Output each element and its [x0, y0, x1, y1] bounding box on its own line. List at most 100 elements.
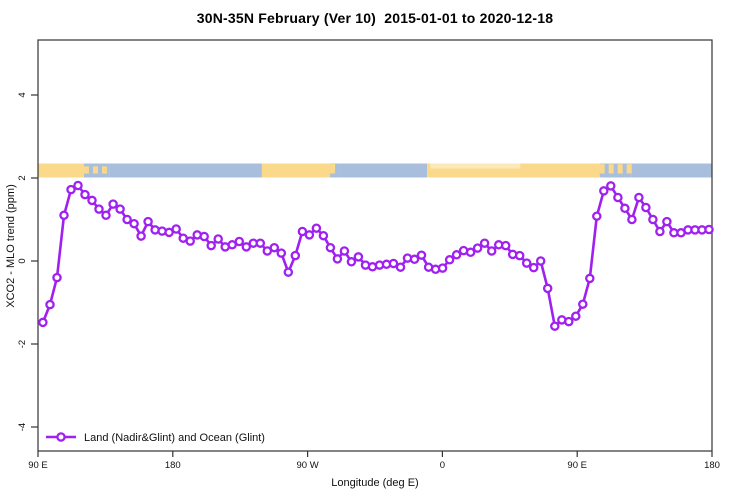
band-coast-speck	[83, 166, 89, 174]
data-point-marker	[606, 181, 616, 191]
data-point-marker	[129, 218, 139, 229]
band-coast-speck	[330, 163, 336, 174]
data-point-marker	[255, 238, 266, 248]
y-axis-title: XCO2 - MLO trend (ppm)	[5, 184, 17, 307]
axes: 90 E 180 90 W 0 90 E 180 4 2 0 -2 -4	[17, 39, 720, 471]
data-point-marker	[339, 246, 350, 256]
y-tick-label: 0	[17, 258, 28, 263]
data-point-marker	[346, 257, 357, 267]
data-point-marker	[613, 192, 623, 203]
band-coast-speck	[617, 164, 623, 174]
data-point-marker	[87, 195, 97, 206]
band-coast-speck	[599, 164, 605, 174]
data-point-marker	[578, 299, 588, 309]
data-point-marker	[655, 226, 665, 237]
data-point-marker	[451, 250, 462, 260]
data-point-marker	[269, 242, 280, 253]
data-point-marker	[409, 254, 420, 265]
data-point-marker	[332, 254, 343, 264]
data-point-marker	[213, 234, 223, 244]
data-point-marker	[80, 189, 90, 200]
x-tick-label: 90 W	[297, 460, 319, 471]
data-point-marker	[416, 250, 427, 260]
data-point-marker	[648, 214, 658, 225]
y-tick-label: -4	[17, 423, 28, 431]
data-point-marker	[283, 267, 294, 277]
data-point-marker	[353, 252, 364, 262]
band-coast-speck	[101, 166, 107, 174]
legend-label: Land (Nadir&Glint) and Ocean (Glint)	[84, 432, 265, 444]
band-coast-speck	[608, 164, 614, 174]
data-point-marker	[571, 311, 581, 321]
data-point-marker	[304, 230, 315, 240]
x-tick-label: 180	[165, 460, 181, 471]
data-point-marker	[528, 262, 539, 273]
band-ocean-segment	[330, 163, 341, 178]
data-point-marker	[136, 231, 146, 241]
data-point-marker	[101, 210, 111, 221]
series-line	[41, 184, 711, 328]
data-point-marker	[318, 230, 329, 241]
y-tick-label: 2	[17, 175, 28, 180]
data-point-marker	[143, 216, 153, 227]
data-point-marker	[276, 248, 287, 258]
band-coast-speck	[92, 166, 98, 174]
data-point-marker	[45, 299, 55, 310]
data-point-marker	[164, 227, 174, 238]
data-point-marker	[234, 236, 245, 247]
land-ocean-band	[38, 163, 712, 178]
data-point-marker	[395, 262, 406, 272]
data-point-marker	[500, 240, 511, 251]
data-point-marker	[241, 242, 252, 252]
band-ocean-segment	[631, 163, 712, 178]
x-tick-label: 180	[704, 460, 720, 471]
band-land-light-overlay	[430, 163, 521, 169]
data-point-marker	[297, 226, 308, 237]
data-point-marker	[199, 231, 209, 242]
x-tick-label: 90 E	[567, 460, 587, 471]
data-point-marker	[599, 186, 609, 196]
legend-marker-icon	[56, 432, 66, 442]
data-point-marker	[122, 214, 132, 225]
data-point-marker	[388, 258, 399, 269]
band-ocean-segment	[340, 163, 428, 178]
data-point-marker	[38, 317, 48, 328]
data-point-marker	[542, 283, 553, 294]
band-land-segment	[261, 163, 331, 178]
band-coast-speck	[626, 164, 632, 174]
data-point-marker	[521, 258, 532, 268]
data-point-marker	[486, 246, 497, 256]
band-ocean-segment	[109, 163, 262, 178]
data-point-marker	[550, 321, 560, 331]
legend: Land (Nadir&Glint) and Ocean (Glint)	[46, 432, 265, 444]
data-point-marker	[479, 238, 490, 248]
data-point-marker	[311, 223, 322, 233]
data-point-marker	[206, 240, 216, 251]
data-point-marker	[641, 202, 651, 213]
data-point-marker	[52, 272, 62, 283]
x-tick-label: 90 E	[28, 460, 48, 471]
data-point-marker	[73, 180, 83, 191]
data-point-marker	[564, 316, 574, 327]
data-point-marker	[627, 214, 637, 225]
data-point-marker	[227, 240, 237, 250]
data-point-marker	[437, 263, 448, 273]
y-tick-label: 4	[17, 92, 28, 97]
data-point-marker	[662, 216, 672, 227]
data-point-marker	[290, 250, 301, 261]
data-point-marker	[115, 204, 125, 214]
plot-border	[37, 39, 713, 452]
data-point-marker	[514, 250, 525, 261]
data-point-marker	[634, 192, 644, 203]
data-point-marker	[185, 236, 195, 246]
band-ocean-segment	[599, 163, 632, 178]
data-point-marker	[444, 255, 455, 265]
y-tick-label: -2	[17, 340, 28, 348]
data-point-marker	[465, 247, 476, 258]
chart-title: 30N-35N February (Ver 10) 2015-01-01 to …	[196, 10, 554, 26]
data-point-marker	[620, 203, 630, 214]
x-axis-title: Longitude (deg E)	[331, 477, 418, 489]
band-land-segment	[38, 163, 84, 178]
